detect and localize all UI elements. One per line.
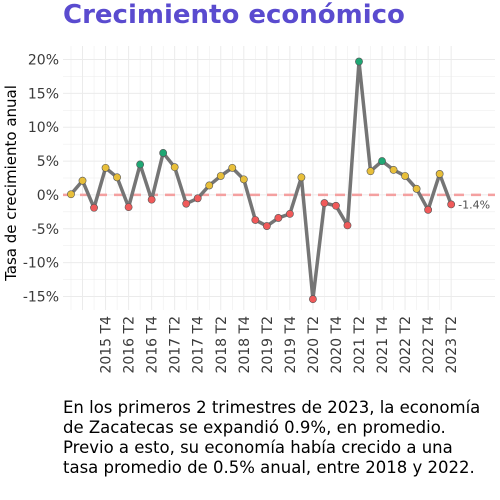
y-tick-label: -5% bbox=[32, 222, 59, 238]
data-point bbox=[435, 170, 444, 178]
y-tick-label: 5% bbox=[37, 154, 59, 170]
last-value-annotation: -1.4% bbox=[458, 198, 490, 211]
x-tick-label: 2017 T4 bbox=[191, 316, 207, 374]
x-tick-label: 2015 T4 bbox=[99, 316, 115, 374]
data-point bbox=[285, 209, 294, 218]
data-point bbox=[447, 200, 456, 209]
data-point bbox=[147, 195, 156, 204]
data-point bbox=[113, 173, 121, 182]
data-point bbox=[343, 221, 352, 230]
data-point bbox=[320, 199, 329, 207]
x-tick-label: 2016 T2 bbox=[122, 316, 138, 374]
data-point bbox=[90, 203, 98, 212]
data-point bbox=[124, 203, 133, 212]
data-point bbox=[355, 57, 363, 66]
x-tick-label: 2020 T4 bbox=[329, 316, 345, 374]
x-tick-label: 2022 T4 bbox=[421, 316, 437, 374]
x-tick-label: 2018 T4 bbox=[237, 316, 253, 374]
data-point bbox=[401, 172, 409, 180]
data-point bbox=[170, 163, 179, 172]
data-point bbox=[182, 199, 191, 208]
y-tick-label: 15% bbox=[28, 86, 59, 102]
data-point bbox=[228, 163, 237, 172]
x-tick-label: 2021 T4 bbox=[375, 316, 391, 374]
x-tick-label: 2023 T2 bbox=[444, 316, 460, 374]
data-point bbox=[378, 157, 386, 165]
line-chart: -15% -10% -5% 0% 5% 10% 15% 20% 2015 T4 2016 T2 20… bbox=[2, 46, 495, 374]
x-tick-label: 2022 T2 bbox=[398, 316, 414, 374]
data-point bbox=[216, 172, 225, 180]
x-tick-label: 2016 T4 bbox=[145, 316, 161, 374]
data-point bbox=[251, 216, 260, 224]
data-point bbox=[424, 205, 433, 214]
y-tick-label: -15% bbox=[23, 289, 59, 305]
y-tick-label: 10% bbox=[28, 120, 59, 136]
y-tick-label: -10% bbox=[23, 256, 59, 272]
data-point bbox=[193, 194, 202, 203]
data-point bbox=[309, 295, 317, 304]
x-tick-label: 2019 T4 bbox=[283, 316, 299, 374]
data-point bbox=[389, 165, 398, 174]
grid-lines bbox=[63, 46, 495, 310]
data-point bbox=[332, 201, 340, 210]
x-tick-label: 2017 T2 bbox=[168, 316, 184, 374]
x-tick-label: 2019 T2 bbox=[260, 316, 276, 374]
data-point bbox=[159, 149, 168, 157]
data-point bbox=[239, 175, 248, 184]
data-point bbox=[136, 160, 145, 169]
chart-caption: En los primeros 2 trimestres de 2023, la… bbox=[63, 398, 481, 477]
axis-labels: -15% -10% -5% 0% 5% 10% 15% 20% 2015 T4 2016 T2 20… bbox=[23, 53, 460, 374]
x-tick-label: 2020 T2 bbox=[306, 316, 322, 374]
data-point bbox=[274, 214, 283, 222]
data-point bbox=[412, 184, 421, 193]
data-point bbox=[262, 222, 271, 230]
data-point bbox=[297, 173, 306, 182]
y-axis-label: Tasa de crecimiento anual bbox=[2, 85, 20, 282]
data-point bbox=[205, 181, 214, 190]
series-line bbox=[69, 59, 453, 301]
data-point bbox=[101, 163, 110, 172]
data-series: -1.4% bbox=[67, 57, 490, 304]
y-tick-label: 0% bbox=[37, 188, 59, 204]
data-point bbox=[366, 167, 375, 176]
x-tick-label: 2018 T2 bbox=[214, 316, 230, 374]
chart-title: Crecimiento económico bbox=[63, 0, 405, 30]
y-tick-label: 20% bbox=[28, 53, 59, 69]
data-point bbox=[78, 176, 87, 185]
x-tick-label: 2021 T2 bbox=[352, 316, 368, 374]
data-point bbox=[67, 190, 75, 199]
